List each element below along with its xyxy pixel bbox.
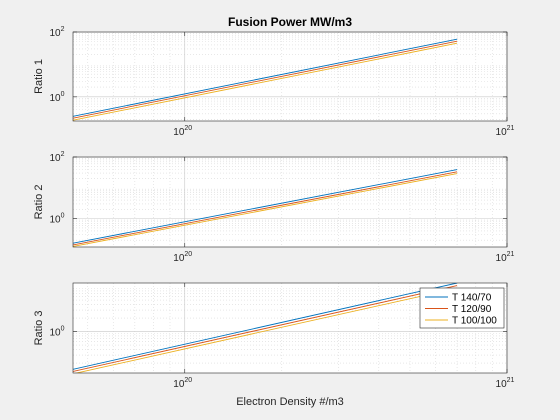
series-group [73,283,458,373]
axes-2: 1020 1021 100 102 Ratio 2 [33,151,515,264]
x-tick-label: 1021 [496,125,515,138]
legend-box [419,287,505,329]
x-tick-label: 1021 [496,251,515,264]
legend-label: T 100/100 [452,316,497,327]
series-line [73,285,458,372]
x-tick-label: 1020 [173,377,192,390]
grid [73,157,507,247]
y-tick-label: 100 [49,326,64,339]
axes-frame [72,282,508,374]
chart-title: Fusion Power MW/m3 [228,15,352,29]
series-line [73,283,458,370]
axes-frame [72,31,508,122]
series-line [73,171,458,246]
x-tick-label: 1020 [173,125,192,138]
series-line [73,42,458,121]
y-tick-label: 100 [49,91,64,104]
series-line [73,38,458,117]
x-tick-label: 1020 [173,251,192,264]
y-tick-label: 102 [49,151,64,164]
series-group [73,38,458,121]
x-axis-label: Electron Density #/m3 [236,396,344,408]
y-tick-label: 100 [49,213,64,226]
series-group [73,169,458,247]
axes-3: 1020 1021 100 Ratio 3 Electron Density #/m3 T… [33,282,515,408]
axes-frame [72,156,508,248]
legend: T 140/70T 120/90T 100/100 [419,287,505,329]
legend-label: T 140/70 [452,293,492,304]
x-tick-label: 1021 [496,377,515,390]
series-line [74,287,458,373]
y-axis-label: Ratio 1 [33,59,45,94]
y-axis-label: Ratio 2 [33,185,45,220]
axes-1: 1020 1021 100 102 Ratio 1 Fusion Power MW/m3 [33,15,515,138]
series-line [73,169,458,244]
series-line [73,40,458,119]
series-line [73,173,458,247]
y-axis-label: Ratio 3 [33,311,45,346]
grid [73,32,507,121]
y-tick-label: 102 [49,26,64,39]
legend-label: T 120/90 [452,304,492,315]
